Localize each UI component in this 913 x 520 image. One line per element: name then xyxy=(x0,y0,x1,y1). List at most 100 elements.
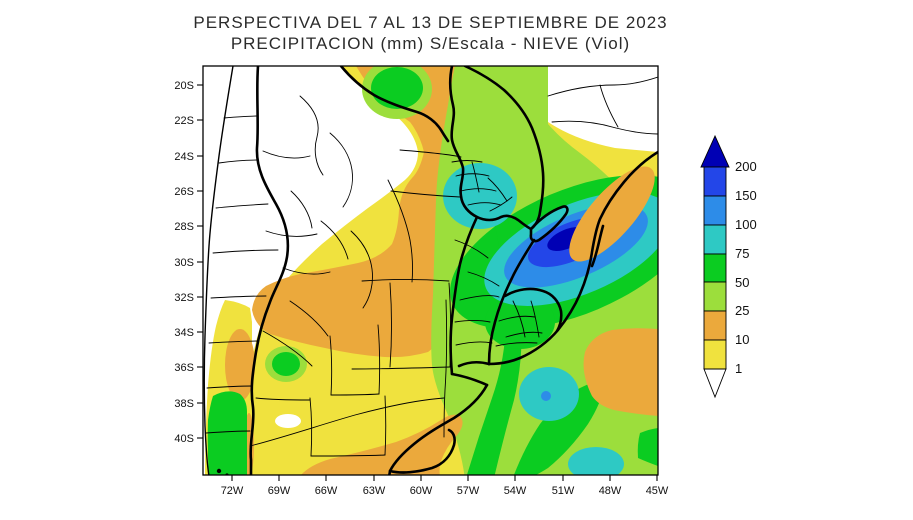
border-cordoba-n xyxy=(361,279,450,282)
border-lapampa-s xyxy=(310,454,386,457)
colorbar-seg-100-150 xyxy=(703,195,727,226)
border-paraguay-dept-1 xyxy=(451,160,483,163)
map-frame xyxy=(202,65,659,476)
border-nw-1 xyxy=(299,95,324,176)
border-sanluis-e xyxy=(377,324,381,395)
colorbar-label-50: 50 xyxy=(735,275,749,290)
border-nw-7 xyxy=(282,267,331,275)
lon-label: 69W xyxy=(268,485,291,497)
colorbar-arrow-up xyxy=(700,134,730,168)
river-paraguay-parana xyxy=(448,66,533,231)
colorbar-arrow-down xyxy=(703,368,727,399)
border-paraguay-dept-4 xyxy=(467,202,502,206)
river-parana-lower xyxy=(449,215,479,376)
region-green-se-band xyxy=(513,380,606,475)
border-rio-colorado xyxy=(249,397,445,447)
border-paraguay-dept-2 xyxy=(455,173,490,177)
colorbar-legend: 200 150 100 75 50 25 10 1 xyxy=(700,134,757,399)
lat-label: 28S xyxy=(174,221,194,233)
colorbar-seg-75-100 xyxy=(703,224,727,255)
border-entrerios-1 xyxy=(454,320,491,323)
region-orange-se-blob xyxy=(583,328,658,416)
border-chile-region-7 xyxy=(206,385,253,389)
coastline-brazil-atlantic xyxy=(487,150,658,366)
lon-label: 45W xyxy=(646,485,669,497)
region-bolivia-green xyxy=(371,67,423,109)
colorbar-label-75: 75 xyxy=(735,246,749,261)
border-entrerios-n xyxy=(459,295,500,301)
colorbar-label-200: 200 xyxy=(735,159,757,174)
region-orange-bottom-band xyxy=(300,414,463,475)
colorbar-seg-25-50 xyxy=(703,281,727,312)
region-skyblue-dot xyxy=(541,391,551,401)
border-nw-6 xyxy=(320,220,349,260)
border-paraguay-dept-5 xyxy=(471,161,480,193)
colorbar-label-10: 10 xyxy=(735,332,749,347)
lon-label: 51W xyxy=(552,485,575,497)
colorbar-seg-150-200 xyxy=(703,166,727,197)
lagoon-dos-patos xyxy=(590,224,605,268)
region-white-brazil-corner xyxy=(548,66,658,150)
border-andes-argentina-chile xyxy=(249,66,290,475)
border-sanluis-s xyxy=(330,393,380,396)
coastline-buenosaires xyxy=(388,383,489,475)
lon-label: 66W xyxy=(315,485,338,497)
border-chile-region-1 xyxy=(223,115,258,119)
border-chile-region-6 xyxy=(208,340,259,344)
island-chiloe xyxy=(216,468,222,474)
colorbar-seg-1-10 xyxy=(703,339,727,370)
latitude-labels: 20S 22S 24S 26S 28S 30S 32S 34S 36S 38S … xyxy=(174,80,194,445)
border-cordoba-w xyxy=(389,282,392,368)
region-chile-orange xyxy=(225,329,255,401)
coastline-bahia-blanca xyxy=(388,428,456,474)
estuary-south-shore xyxy=(450,372,489,387)
lon-label: 63W xyxy=(363,485,386,497)
longitude-ticks xyxy=(231,475,658,481)
border-paraguay-dept-7 xyxy=(489,196,513,212)
border-corrientes-1 xyxy=(454,239,489,259)
lon-label: 48W xyxy=(599,485,622,497)
border-paraguay-dept-3 xyxy=(460,188,497,192)
colorbar-seg-50-75 xyxy=(703,253,727,283)
region-orange-coast-band xyxy=(569,166,655,262)
lat-label: 24S xyxy=(174,151,194,163)
boundary-line-layer xyxy=(203,66,658,475)
lat-label: 40S xyxy=(174,433,194,445)
border-uruguay-dept-2 xyxy=(505,331,543,338)
border-nw-2 xyxy=(262,150,311,159)
colorbar-label-25: 25 xyxy=(735,303,749,318)
border-lapampa-e xyxy=(384,395,387,456)
border-sanluis-w xyxy=(329,335,333,396)
coastline-chile-pacific xyxy=(203,66,234,475)
border-uruguay-dept-1 xyxy=(498,315,536,322)
region-green-right-sliver xyxy=(637,428,658,466)
border-chile-region-5 xyxy=(210,295,267,299)
border-santiago xyxy=(387,179,414,283)
lat-label: 26S xyxy=(174,186,194,198)
estuary-north-shore xyxy=(457,360,491,368)
lat-label: 36S xyxy=(174,362,194,374)
border-uruguay-dept-3 xyxy=(512,300,526,338)
border-chile-region-4 xyxy=(212,249,279,254)
border-brazil-state-1 xyxy=(547,76,658,97)
border-chile-region-8 xyxy=(205,430,251,434)
border-nw-5 xyxy=(265,230,318,237)
title-line-1: PERSPECTIVA DEL 7 AL 13 DE SEPTIEMBRE DE… xyxy=(193,13,668,32)
border-uruguay-brazil xyxy=(503,287,563,333)
border-paraguay-brazil xyxy=(463,66,545,231)
lon-label: 72W xyxy=(221,485,244,497)
region-green-uruguay xyxy=(485,295,555,349)
lat-label: 20S xyxy=(174,80,194,92)
border-cordoba-s xyxy=(351,366,451,370)
border-nw-4 xyxy=(290,190,313,229)
colorbar-label-1: 1 xyxy=(735,361,742,376)
lat-label: 34S xyxy=(174,327,194,339)
border-argentina-bolivia xyxy=(339,66,450,143)
lon-label: 57W xyxy=(457,485,480,497)
border-uruguay-dept-5 xyxy=(495,342,538,347)
lon-label: 60W xyxy=(410,485,433,497)
figure-title: PERSPECTIVA DEL 7 AL 13 DE SEPTIEMBRE DE… xyxy=(133,12,728,54)
border-brazil-state-2 xyxy=(551,120,658,135)
border-neuquen-n xyxy=(255,397,311,401)
